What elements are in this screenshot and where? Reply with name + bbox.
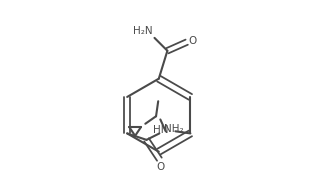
Text: O: O	[189, 36, 197, 46]
Text: NH₂: NH₂	[164, 124, 183, 134]
Text: H₂N: H₂N	[133, 26, 152, 36]
Text: HN: HN	[154, 125, 169, 135]
Text: O: O	[156, 162, 165, 172]
